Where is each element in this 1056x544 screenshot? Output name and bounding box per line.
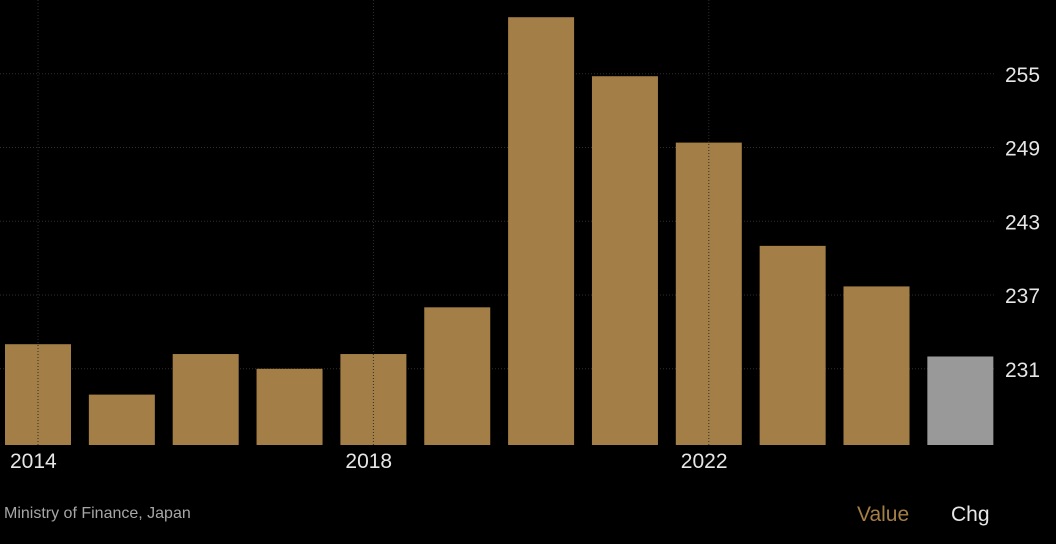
y-tick-label: 249 (1005, 138, 1040, 161)
bar-2020[interactable] (508, 17, 575, 446)
bar-2024[interactable] (843, 286, 910, 445)
source-label: Ministry of Finance, Japan (4, 505, 191, 522)
bar-2017[interactable] (256, 368, 323, 445)
value-toggle[interactable]: Value (857, 503, 910, 526)
bar-2016[interactable] (172, 354, 239, 445)
x-tick-label: 2022 (681, 450, 728, 473)
x-tick-label: 2014 (10, 450, 57, 473)
x-tick-label: 2018 (345, 450, 392, 473)
bar-2019[interactable] (424, 307, 491, 445)
y-tick-label: 255 (1005, 64, 1040, 87)
y-tick-label: 243 (1005, 211, 1040, 234)
bar-2015[interactable] (88, 394, 155, 445)
bar-2023[interactable] (759, 245, 826, 445)
bar-2025[interactable] (927, 356, 994, 445)
bar-2021[interactable] (591, 76, 658, 446)
y-tick-label: 231 (1005, 359, 1040, 382)
chg-toggle[interactable]: Chg (951, 503, 990, 526)
y-tick-label: 237 (1005, 285, 1040, 308)
